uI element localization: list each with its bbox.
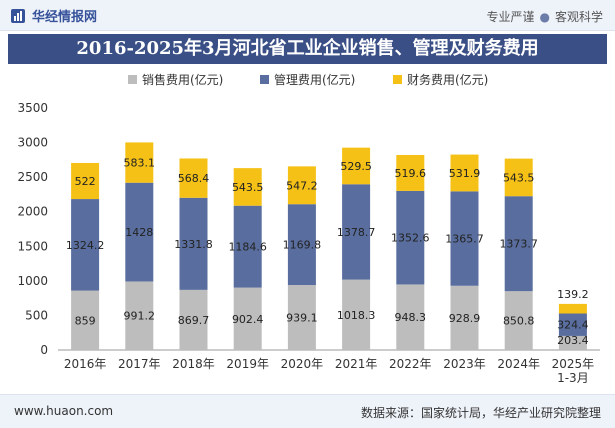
- bar-1-2: [179, 197, 208, 290]
- y-tick-label-7: 3500: [17, 101, 48, 115]
- x-tick-label-1: 2017年: [118, 357, 161, 371]
- bar-label-2-2: 568.4: [178, 172, 210, 185]
- bar-0-3: [233, 287, 262, 350]
- bar-2-5: [342, 147, 371, 185]
- bar-label-2-7: 531.9: [449, 167, 481, 180]
- bar-1-3: [233, 205, 262, 288]
- bar-label-0-2: 869.7: [178, 314, 210, 327]
- bar-label-0-6: 948.3: [395, 311, 427, 324]
- legend-swatch-2: [393, 75, 402, 84]
- x-tick-label-8: 2024年: [497, 357, 540, 371]
- top-bar: 华经情报网 专业严谨 ● 客观科学: [0, 0, 615, 31]
- y-tick-label-4: 2000: [17, 205, 48, 219]
- bar-label-1-6: 1352.6: [391, 232, 430, 245]
- legend-label-0: 销售费用(亿元): [142, 72, 223, 87]
- x-tick-label-5: 2021年: [335, 357, 378, 371]
- bar-label-2-3: 543.5: [232, 181, 264, 194]
- x-tick-label-3: 2019年: [226, 357, 269, 371]
- bar-2-0: [71, 162, 100, 200]
- x-tick-label-0: 2016年: [64, 357, 107, 371]
- chart-area: 销售费用(亿元) 管理费用(亿元) 财务费用(亿元) 0 500 1000 1500 2000…: [17, 72, 600, 385]
- brand[interactable]: 华经情报网: [10, 6, 97, 25]
- bar-label-1-0: 1324.2: [66, 239, 105, 252]
- bar-1-1: [125, 182, 154, 282]
- bar-2-8: [504, 158, 533, 197]
- bar-label-1-7: 1365.7: [445, 233, 484, 246]
- y-tick-label-0: 0: [40, 343, 48, 357]
- x-tick-label-9: 2025年: [552, 357, 595, 371]
- bar-1-9: [558, 313, 587, 336]
- bar-label-0-0: 859: [75, 314, 96, 327]
- bar-label-2-9: 139.2: [557, 288, 589, 301]
- bar-label-1-2: 1331.8: [174, 238, 213, 251]
- brand-name: 华经情报网: [32, 10, 98, 25]
- bar-label-2-8: 543.5: [503, 171, 535, 184]
- bar-2-1: [125, 142, 154, 183]
- y-tick-label-6: 3000: [17, 136, 48, 150]
- brand-logo-icon: [11, 8, 25, 23]
- legend-label-2: 财务费用(亿元): [407, 72, 488, 87]
- footer: www.huaon.com 数据来源：国家统计局，华经产业研究院整理: [0, 394, 615, 428]
- bar-1-0: [71, 199, 100, 291]
- bar-label-2-1: 583.1: [124, 157, 156, 170]
- bar-label-2-6: 519.6: [395, 167, 427, 180]
- bar-label-1-5: 1378.7: [337, 226, 376, 239]
- bar-label-0-7: 928.9: [449, 312, 481, 325]
- bar-label-1-4: 1169.8: [283, 239, 322, 252]
- bar-label-1-3: 1184.6: [228, 241, 267, 254]
- bar-0-0: [71, 290, 100, 350]
- legend-swatch-0: [128, 75, 137, 84]
- bar-label-0-4: 939.1: [286, 312, 318, 325]
- bar-label-0-8: 850.8: [503, 315, 535, 328]
- bar-1-5: [342, 184, 371, 280]
- tagline-right: 客观科学: [554, 10, 603, 24]
- bar-2-7: [450, 154, 479, 192]
- bar-2-4: [287, 166, 316, 205]
- y-tick-label-2: 1000: [17, 274, 48, 288]
- legend-label-1: 管理费用(亿元): [274, 72, 355, 87]
- bar-2-6: [396, 154, 425, 191]
- y-tick-label-5: 2500: [17, 170, 48, 184]
- bar-label-1-9: 324.4: [557, 319, 589, 332]
- y-tick-label-3: 1500: [17, 239, 48, 253]
- bar-0-9: [558, 335, 587, 350]
- bar-label-1-8: 1373.7: [499, 238, 538, 251]
- bar-2-2: [179, 158, 208, 198]
- bar-1-6: [396, 190, 425, 285]
- bar-0-2: [179, 289, 208, 350]
- bar-0-7: [450, 285, 479, 350]
- footer-source: 数据来源：国家统计局，华经产业研究院整理: [360, 406, 601, 420]
- x-tick-label-4: 2020年: [281, 357, 324, 371]
- bar-0-8: [504, 291, 533, 350]
- chart-title: 2016-2025年3月河北省工业企业销售、管理及财务费用: [8, 34, 607, 64]
- bar-label-0-9: 203.4: [557, 334, 589, 347]
- tagline-separator-icon: ●: [539, 10, 550, 24]
- x-tick-label-7: 2023年: [443, 357, 486, 371]
- x-tick-label-6: 2022年: [389, 357, 432, 371]
- tagline-left: 专业严谨: [486, 10, 535, 24]
- bar-label-0-5: 1018.3: [337, 309, 376, 322]
- bar-label-2-4: 547.2: [286, 179, 318, 192]
- footer-url[interactable]: www.huaon.com: [14, 404, 114, 418]
- bar-1-7: [450, 191, 479, 286]
- bar-2-9: [558, 303, 587, 314]
- bar-label-2-0: 522: [75, 175, 96, 188]
- bar-0-5: [342, 279, 371, 350]
- bar-0-6: [396, 284, 425, 350]
- bar-0-4: [287, 285, 316, 350]
- x-tick-label-9-line2: 1-3月: [557, 371, 589, 385]
- bar-label-0-3: 902.4: [232, 313, 264, 326]
- bar-2-3: [233, 168, 262, 206]
- bar-1-4: [287, 204, 316, 286]
- y-tick-label-1: 500: [25, 308, 48, 322]
- bar-label-0-1: 991.2: [124, 310, 156, 323]
- bar-label-1-1: 1428: [125, 226, 153, 239]
- bar-1-8: [504, 196, 533, 292]
- legend-swatch-1: [260, 75, 269, 84]
- x-tick-label-2: 2018年: [172, 357, 215, 371]
- bar-0-1: [125, 281, 154, 350]
- tagline: 专业严谨 ● 客观科学: [486, 8, 603, 25]
- bar-label-2-5: 529.5: [340, 160, 372, 173]
